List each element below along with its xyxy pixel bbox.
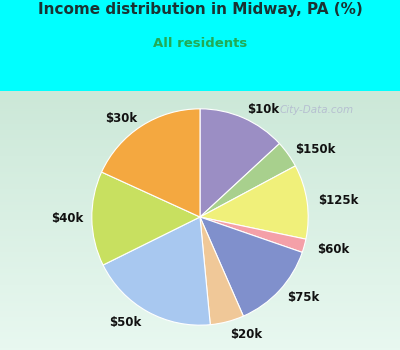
Wedge shape <box>92 172 200 265</box>
Wedge shape <box>200 217 243 325</box>
Text: $40k: $40k <box>51 212 83 225</box>
Wedge shape <box>102 109 200 217</box>
Wedge shape <box>200 217 306 252</box>
Wedge shape <box>200 166 308 239</box>
Text: $150k: $150k <box>295 143 336 156</box>
Wedge shape <box>200 109 280 217</box>
Text: $50k: $50k <box>109 316 141 329</box>
Text: $20k: $20k <box>230 328 262 341</box>
Text: Income distribution in Midway, PA (%): Income distribution in Midway, PA (%) <box>38 2 362 17</box>
Text: $30k: $30k <box>105 112 137 125</box>
Text: $10k: $10k <box>247 104 279 117</box>
Text: $60k: $60k <box>317 243 349 256</box>
Wedge shape <box>200 144 295 217</box>
Wedge shape <box>200 217 302 316</box>
Text: $125k: $125k <box>318 194 358 206</box>
Wedge shape <box>103 217 210 325</box>
Text: City-Data.com: City-Data.com <box>280 105 354 115</box>
Text: All residents: All residents <box>153 37 247 50</box>
Text: $75k: $75k <box>288 291 320 304</box>
